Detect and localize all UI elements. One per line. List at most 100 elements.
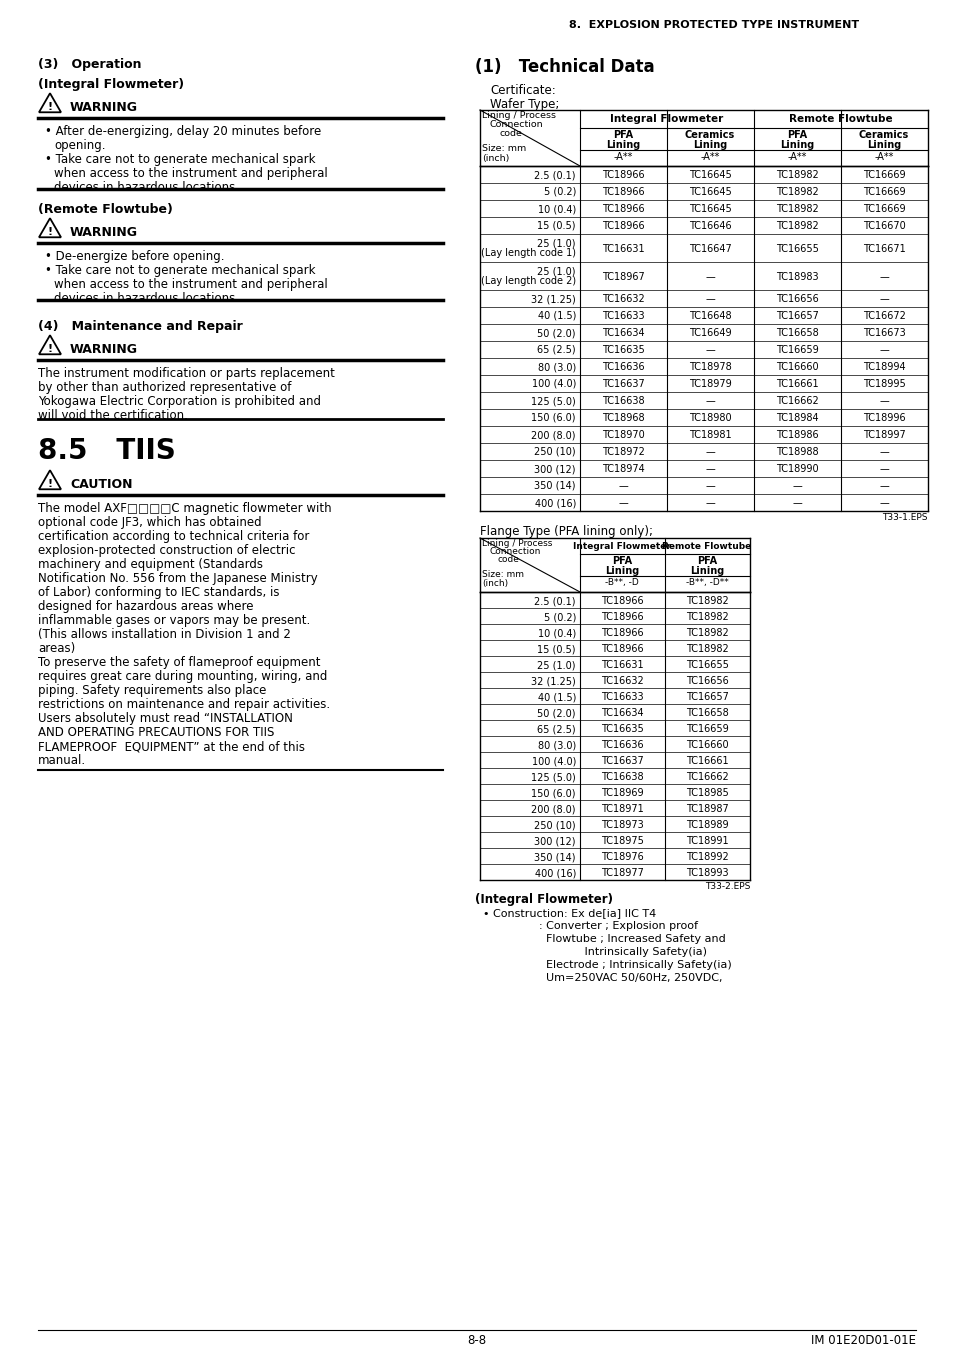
Text: • After de-energizing, delay 20 minutes before: • After de-energizing, delay 20 minutes … <box>45 126 321 138</box>
Text: PFA: PFA <box>612 130 633 141</box>
Text: TC16636: TC16636 <box>601 362 643 372</box>
Text: —: — <box>704 272 714 282</box>
Text: TC16669: TC16669 <box>862 204 904 213</box>
Text: WARNING: WARNING <box>70 101 138 113</box>
Text: 25 (1.0): 25 (1.0) <box>537 238 576 249</box>
Text: explosion-protected construction of electric: explosion-protected construction of elec… <box>38 544 295 557</box>
Text: -A**: -A** <box>873 153 893 162</box>
Text: -B**, -D**: -B**, -D** <box>685 578 727 586</box>
Text: TC16658: TC16658 <box>685 708 727 717</box>
Text: (This allows installation in Division 1 and 2: (This allows installation in Division 1 … <box>38 628 291 640</box>
Text: TC16655: TC16655 <box>685 661 728 670</box>
Text: 40 (1.5): 40 (1.5) <box>537 692 576 703</box>
Text: TC16656: TC16656 <box>775 295 818 304</box>
Text: TC18993: TC18993 <box>685 867 727 878</box>
Text: TC18966: TC18966 <box>601 222 643 231</box>
Text: TC16657: TC16657 <box>775 311 818 322</box>
Text: 350 (14): 350 (14) <box>534 481 576 490</box>
Text: 65 (2.5): 65 (2.5) <box>537 345 576 355</box>
Text: !: ! <box>48 345 52 354</box>
Text: TC16649: TC16649 <box>688 328 731 338</box>
Text: Users absolutely must read “INSTALLATION: Users absolutely must read “INSTALLATION <box>38 712 293 725</box>
Text: TC18971: TC18971 <box>600 804 642 815</box>
Text: —: — <box>879 499 888 508</box>
Text: 10 (0.4): 10 (0.4) <box>537 204 576 213</box>
Text: —: — <box>879 481 888 490</box>
Text: TC16659: TC16659 <box>685 724 727 734</box>
Text: TC18967: TC18967 <box>601 272 643 282</box>
Text: TC18979: TC18979 <box>688 380 731 389</box>
Text: 250 (10): 250 (10) <box>534 820 576 830</box>
Text: 300 (12): 300 (12) <box>534 463 576 474</box>
Text: 100 (4.0): 100 (4.0) <box>531 380 576 389</box>
Text: TC16637: TC16637 <box>601 380 643 389</box>
Text: 8.5   TIIS: 8.5 TIIS <box>38 436 175 465</box>
Text: —: — <box>618 481 627 490</box>
Text: TC18974: TC18974 <box>601 463 643 474</box>
Text: certification according to technical criteria for: certification according to technical cri… <box>38 530 309 543</box>
Text: restrictions on maintenance and repair activities.: restrictions on maintenance and repair a… <box>38 698 330 711</box>
Text: AND OPERATING PRECAUTIONS FOR TIIS: AND OPERATING PRECAUTIONS FOR TIIS <box>38 725 274 739</box>
Text: 5 (0.2): 5 (0.2) <box>543 612 576 621</box>
Text: 25 (1.0): 25 (1.0) <box>537 661 576 670</box>
Text: TC18982: TC18982 <box>685 612 727 621</box>
Text: TC16638: TC16638 <box>601 396 643 407</box>
Text: TC18984: TC18984 <box>775 413 818 423</box>
Text: TC18982: TC18982 <box>685 644 727 654</box>
Text: TC16661: TC16661 <box>685 757 727 766</box>
Text: TC16645: TC16645 <box>688 204 731 213</box>
Text: Lining: Lining <box>866 141 901 150</box>
Text: TC16634: TC16634 <box>601 328 643 338</box>
Text: TC18973: TC18973 <box>600 820 642 830</box>
Text: TC16638: TC16638 <box>600 771 642 782</box>
Text: —: — <box>704 345 714 355</box>
Text: (inch): (inch) <box>481 580 508 588</box>
Text: TC16647: TC16647 <box>688 245 731 254</box>
Text: code: code <box>499 128 522 138</box>
Text: Notification No. 556 from the Japanese Ministry: Notification No. 556 from the Japanese M… <box>38 571 317 585</box>
Text: Intrinsically Safety(ia): Intrinsically Safety(ia) <box>482 947 706 957</box>
Text: TC18982: TC18982 <box>775 170 818 180</box>
Text: 80 (3.0): 80 (3.0) <box>537 740 576 750</box>
Text: 50 (2.0): 50 (2.0) <box>537 328 576 338</box>
Text: TC16655: TC16655 <box>775 245 818 254</box>
Text: TC18976: TC18976 <box>600 852 642 862</box>
Text: -B**, -D: -B**, -D <box>604 578 639 586</box>
Text: TC18982: TC18982 <box>685 628 727 638</box>
Text: TC16633: TC16633 <box>601 311 643 322</box>
Text: 5 (0.2): 5 (0.2) <box>543 186 576 197</box>
Text: TC18977: TC18977 <box>600 867 642 878</box>
Text: —: — <box>704 463 714 474</box>
Text: designed for hazardous areas where: designed for hazardous areas where <box>38 600 253 613</box>
Text: TC18969: TC18969 <box>600 788 642 798</box>
Text: TC16631: TC16631 <box>601 245 643 254</box>
Text: TC18966: TC18966 <box>600 628 642 638</box>
Text: TC18966: TC18966 <box>601 204 643 213</box>
Text: 32 (1.25): 32 (1.25) <box>531 676 576 686</box>
Text: FLAMEPROOF  EQUIPMENT” at the end of this: FLAMEPROOF EQUIPMENT” at the end of this <box>38 740 305 753</box>
Text: Lining / Process: Lining / Process <box>481 111 556 120</box>
Text: TC18966: TC18966 <box>601 170 643 180</box>
Text: 50 (2.0): 50 (2.0) <box>537 708 576 717</box>
Text: -A**: -A** <box>786 153 806 162</box>
Text: of Labor) conforming to IEC standards, is: of Labor) conforming to IEC standards, i… <box>38 586 279 598</box>
Text: TC18970: TC18970 <box>601 430 643 440</box>
Text: 80 (3.0): 80 (3.0) <box>537 362 576 372</box>
Text: areas): areas) <box>38 642 75 655</box>
Text: TC18994: TC18994 <box>862 362 904 372</box>
Text: TC18972: TC18972 <box>601 447 644 457</box>
Text: 40 (1.5): 40 (1.5) <box>537 311 576 322</box>
Text: —: — <box>618 499 627 508</box>
Text: TC16635: TC16635 <box>600 724 642 734</box>
Text: CAUTION: CAUTION <box>70 478 132 490</box>
Text: (Integral Flowmeter): (Integral Flowmeter) <box>38 78 184 91</box>
Text: TC16660: TC16660 <box>775 362 818 372</box>
Text: -A**: -A** <box>700 153 719 162</box>
Text: TC18982: TC18982 <box>775 204 818 213</box>
Text: TC16670: TC16670 <box>862 222 904 231</box>
Text: Ceramics: Ceramics <box>858 130 908 141</box>
Text: —: — <box>879 447 888 457</box>
Text: 350 (14): 350 (14) <box>534 852 576 862</box>
Text: —: — <box>704 499 714 508</box>
Text: —: — <box>879 345 888 355</box>
